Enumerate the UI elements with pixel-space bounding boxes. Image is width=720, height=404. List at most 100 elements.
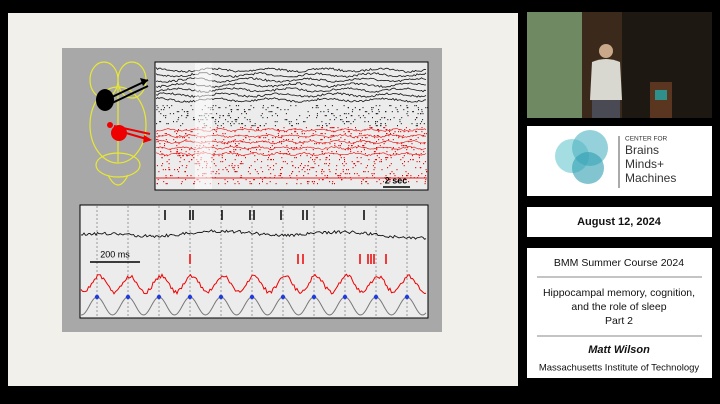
spike [321,169,323,171]
spike [274,147,276,149]
spike [342,171,344,173]
spike [277,133,279,135]
spike [165,115,167,117]
spike [385,159,387,161]
spike [394,175,396,177]
spike [375,123,377,125]
spike [376,147,377,149]
spike [320,133,322,135]
spike [386,129,388,131]
spike [415,105,417,107]
spike [387,167,389,169]
spike [418,109,419,111]
spike [419,161,421,163]
spike [327,109,329,111]
spike [181,149,183,151]
spike [273,165,275,167]
lfp-red [80,273,427,295]
spike [396,143,398,145]
spike [314,159,316,161]
spike [403,165,405,167]
spike [294,167,296,169]
spike [366,137,368,139]
spike [185,151,187,153]
spike [166,105,168,107]
spike [350,115,352,117]
spike [358,175,360,177]
spike [265,137,267,139]
spike [401,143,403,145]
spike [324,115,326,117]
spike [282,161,284,163]
spike [259,137,261,139]
spike [353,163,355,165]
spike [312,181,314,183]
spike [182,123,184,125]
spike [405,171,407,173]
spike [317,107,319,109]
spike [397,149,399,151]
spike [412,159,414,161]
spike [328,123,330,125]
spike [387,157,389,159]
spike [261,179,263,181]
spike [334,119,336,121]
spike [246,119,248,121]
spike [286,153,288,155]
spike [380,183,382,185]
spike [396,135,397,137]
spike [376,141,377,143]
spike [283,139,285,141]
spike [235,155,237,157]
speaker-body [590,59,622,100]
recording-site-red [107,122,113,128]
spike [255,147,257,149]
spike [262,107,264,109]
spike [161,157,163,159]
spike [185,171,186,173]
speaker-head [599,44,613,58]
spike [271,159,272,161]
spike [351,111,353,113]
spike [303,167,305,169]
spike [316,115,318,117]
spike [348,131,350,133]
spike [380,125,382,127]
spike [325,157,327,159]
spike [157,179,159,181]
spike [177,131,179,133]
spike [187,155,188,157]
spike [292,165,294,167]
spike [253,179,255,181]
spike [357,151,359,153]
spike [176,151,178,153]
spike [361,137,363,139]
spike [364,129,366,131]
spike [402,181,404,183]
spike [395,107,397,109]
spike [307,111,309,113]
spike [281,167,283,169]
spike [227,171,229,173]
spike [163,109,165,111]
spike [367,171,369,173]
spike [191,131,193,133]
spike [407,175,409,177]
spike [221,155,223,157]
spike [258,129,259,131]
spike [265,109,267,111]
spike [333,115,335,117]
spike [304,121,306,123]
spike [298,171,300,173]
spike [231,109,233,111]
spike [214,151,216,153]
spike [417,137,419,139]
spike [234,183,236,185]
spike [323,111,325,113]
spike [272,141,274,143]
spike [188,161,190,163]
spike [160,113,162,115]
spike [385,111,386,113]
spike [270,111,272,113]
spike [216,127,218,129]
